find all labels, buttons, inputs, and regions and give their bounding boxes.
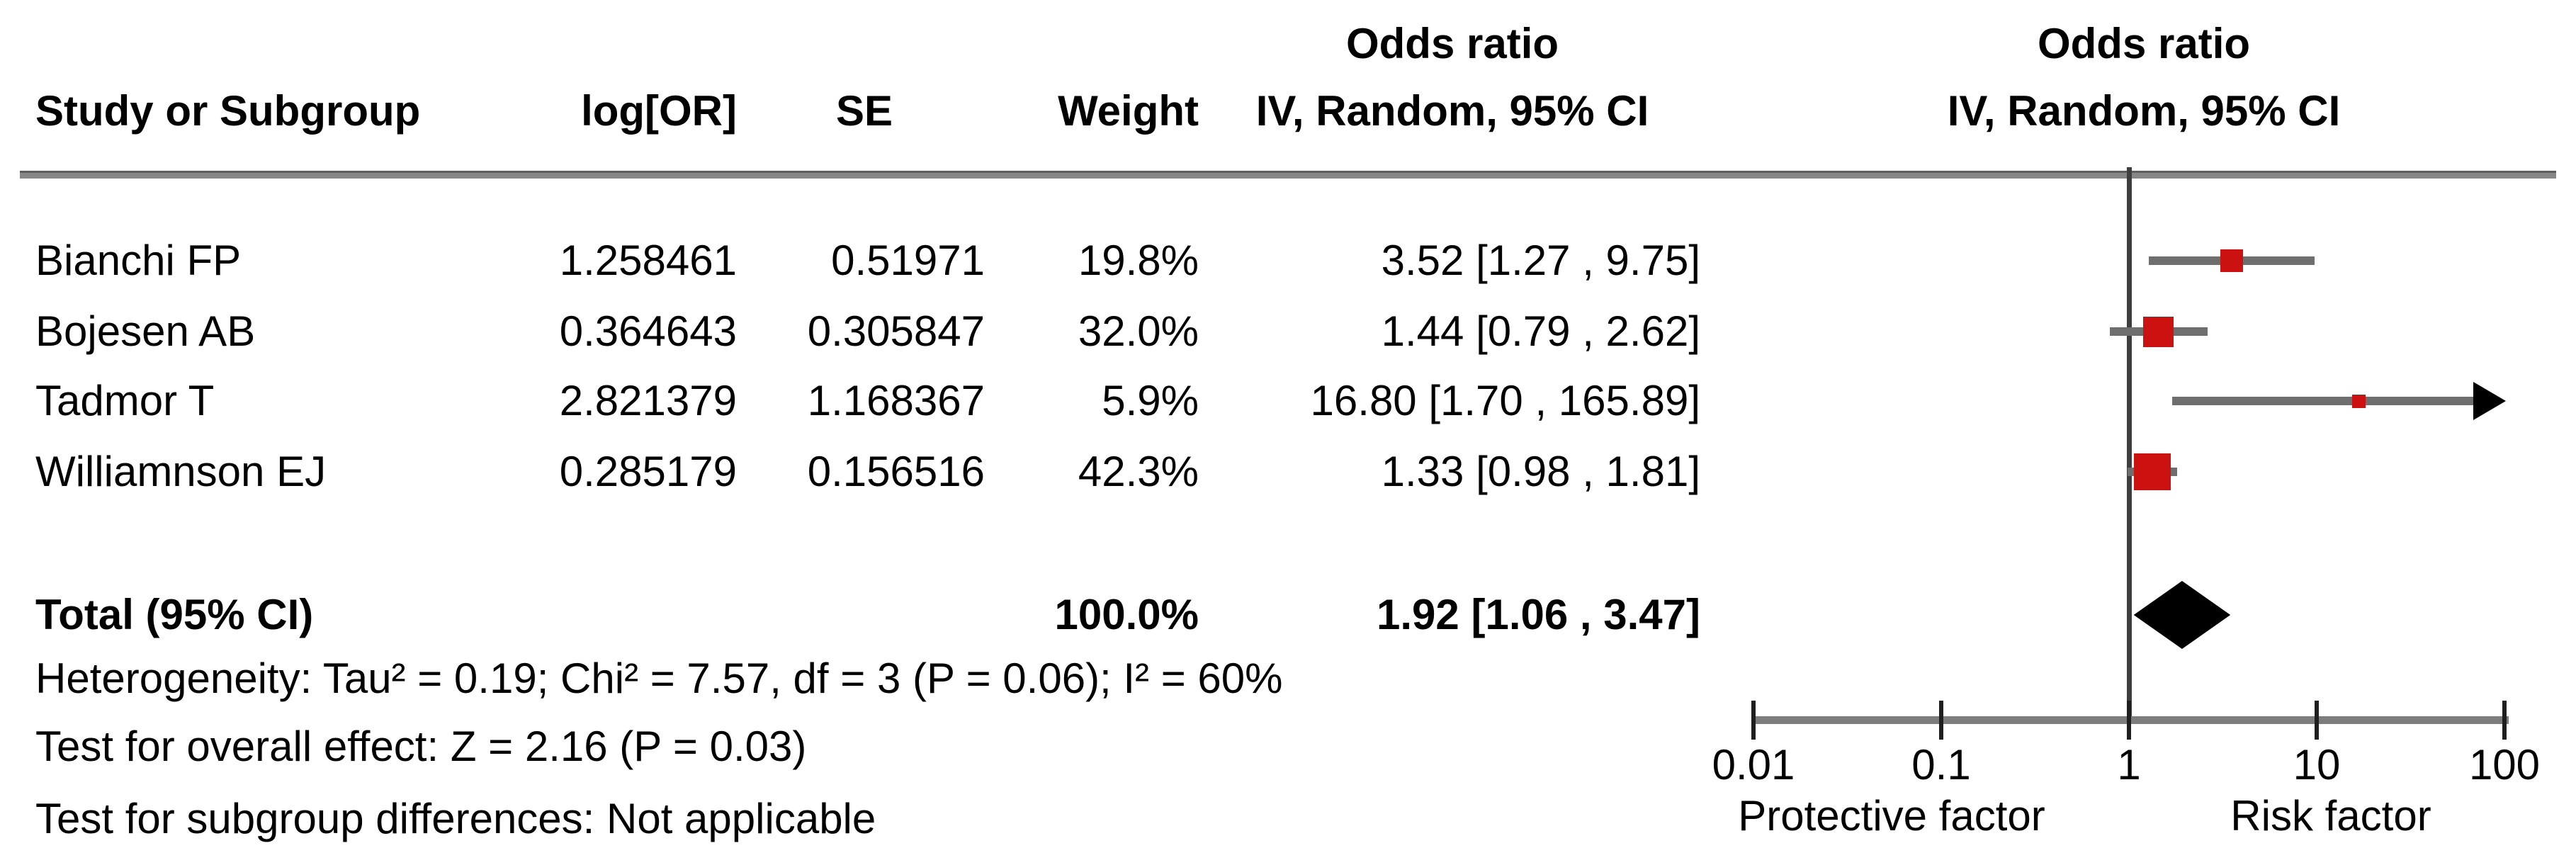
pooled-diamond: [2133, 581, 2231, 649]
study-name: Tadmor T: [35, 377, 215, 424]
total-ci-text: 1.92 [1.06 , 3.47]: [1377, 591, 1700, 638]
axis-tick-label: 100: [2468, 741, 2541, 788]
weight-value: 42.3%: [1078, 448, 1199, 495]
table-row: Bojesen AB 0.364643 0.305847 32.0% 1.44 [0.7…: [0, 305, 2576, 358]
se-value: 0.51971: [831, 237, 985, 284]
axis-tick-label: 10: [2293, 741, 2341, 788]
effect-marker: [2220, 249, 2243, 272]
weight-value: 32.0%: [1078, 307, 1199, 355]
axis-tick: [2502, 701, 2507, 740]
effect-marker: [2352, 394, 2366, 408]
total-weight: 100.0%: [1054, 591, 1199, 638]
x-axis-line: [1753, 716, 2509, 724]
effect-col-header-model: IV, Random, 95% CI: [1255, 87, 1649, 135]
table-row: Williamnson EJ 0.285179 0.156516 42.3% 1.33 …: [0, 445, 2576, 499]
logor-value: 1.258461: [559, 237, 737, 284]
col-header-logor: log[OR]: [581, 87, 737, 135]
axis-tick-label: 1: [2117, 741, 2141, 788]
plot-header-model: IV, Random, 95% CI: [1947, 87, 2341, 135]
axis-tick-label: 0.01: [1712, 741, 1795, 788]
axis-tick: [1751, 701, 1756, 740]
logor-value: 2.821379: [559, 377, 737, 424]
col-header-weight: Weight: [1058, 87, 1199, 135]
logor-value: 0.364643: [559, 307, 737, 355]
subgroup-note: Test for subgroup differences: Not appli…: [35, 795, 876, 842]
ci-line: [2172, 397, 2475, 405]
effect-marker: [2143, 316, 2174, 347]
se-value: 1.168367: [807, 377, 985, 424]
weight-value: 19.8%: [1078, 237, 1199, 284]
axis-label-risk: Risk factor: [2230, 792, 2431, 839]
overall-effect-note: Test for overall effect: Z = 2.16 (P = 0…: [35, 723, 807, 770]
se-value: 0.305847: [807, 307, 985, 355]
table-row: Bianchi FP 1.258461 0.51971 19.8% 3.52 [1.27…: [0, 234, 2576, 288]
effect-col-header-measure: Odds ratio: [1345, 20, 1559, 67]
ci-value: 3.52 [1.27 , 9.75]: [1381, 237, 1700, 284]
axis-tick: [1939, 701, 1943, 740]
col-header-study: Study or Subgroup: [35, 87, 421, 135]
table-row: Tadmor T 2.821379 1.168367 5.9% 16.80 [1.70 …: [0, 374, 2576, 428]
axis-tick-label: 0.1: [1911, 741, 1971, 788]
study-name: Bianchi FP: [35, 237, 242, 284]
col-header-se: SE: [835, 87, 893, 135]
se-value: 0.156516: [807, 448, 985, 495]
ci-value: 16.80 [1.70 , 165.89]: [1310, 377, 1700, 424]
total-label: Total (95% CI): [35, 591, 314, 638]
heterogeneity-note: Heterogeneity: Tau² = 0.19; Chi² = 7.57,…: [35, 655, 1283, 702]
arrow-right-icon: [2473, 382, 2506, 420]
plot-header-measure: Odds ratio: [2037, 20, 2251, 67]
null-effect-line: [2127, 167, 2132, 723]
effect-marker: [2133, 453, 2171, 490]
ci-value: 1.33 [0.98 , 1.81]: [1381, 448, 1700, 495]
axis-tick: [2315, 701, 2319, 740]
axis-label-protective: Protective factor: [1738, 792, 2045, 839]
axis-tick: [2127, 701, 2131, 740]
weight-value: 5.9%: [1102, 377, 1199, 424]
study-name: Williamnson EJ: [35, 448, 327, 495]
header-rule: [20, 171, 2556, 179]
ci-value: 1.44 [0.79 , 2.62]: [1381, 307, 1700, 355]
study-name: Bojesen AB: [35, 307, 256, 355]
logor-value: 0.285179: [559, 448, 737, 495]
